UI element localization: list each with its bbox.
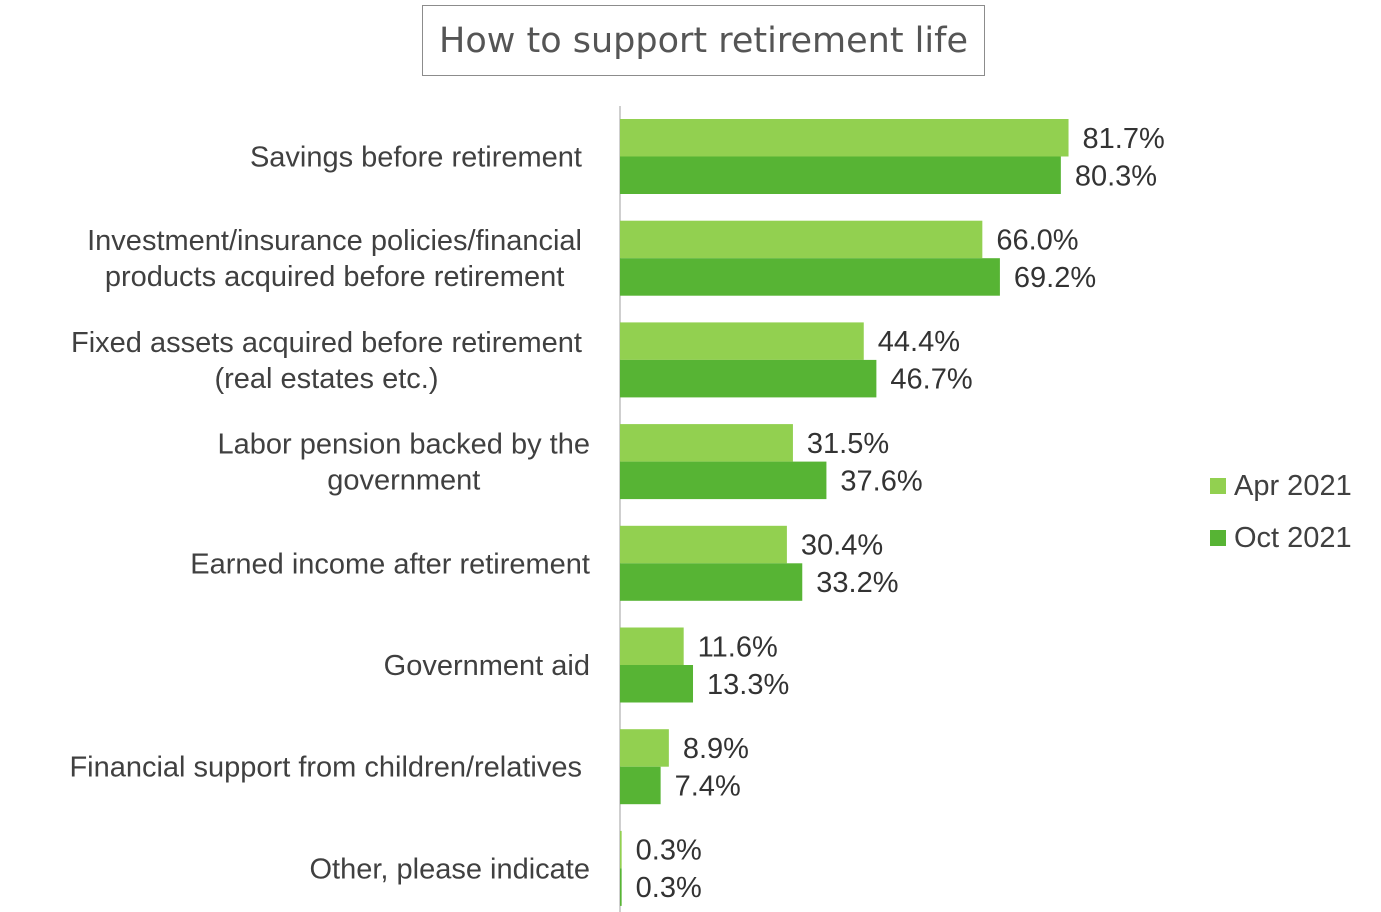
category-label-1-line-0: Investment/insurance policies/financial <box>87 225 582 257</box>
bar-oct-2021-3 <box>620 462 826 500</box>
bar-apr-2021-0 <box>620 119 1069 157</box>
value-label-oct-2021-3: 37.6% <box>840 465 922 497</box>
bar-oct-2021-6 <box>620 767 661 805</box>
category-label-4-line-0: Earned income after retirement <box>190 548 590 580</box>
category-label-7-line-0: Other, please indicate <box>309 853 590 885</box>
legend-label-apr-2021: Apr 2021 <box>1234 470 1352 503</box>
category-label-1-line-1: products acquired before retirement <box>105 261 564 293</box>
bar-apr-2021-6 <box>620 729 669 767</box>
value-label-oct-2021-1: 69.2% <box>1014 262 1096 294</box>
value-label-apr-2021-7: 0.3% <box>636 835 702 867</box>
category-label-0-line-0: Savings before retirement <box>250 142 582 174</box>
value-label-oct-2021-0: 80.3% <box>1075 160 1157 192</box>
bar-oct-2021-4 <box>620 563 802 601</box>
bar-apr-2021-3 <box>620 424 793 462</box>
category-label-2-line-0: Fixed assets acquired before retirement <box>71 327 582 359</box>
legend-swatch-apr-2021 <box>1210 478 1226 494</box>
value-label-oct-2021-4: 33.2% <box>816 567 898 599</box>
value-label-apr-2021-4: 30.4% <box>801 530 883 562</box>
bar-oct-2021-1 <box>620 258 1000 296</box>
bar-apr-2021-2 <box>620 322 864 360</box>
value-label-apr-2021-3: 31.5% <box>807 428 889 460</box>
value-label-apr-2021-6: 8.9% <box>683 733 749 765</box>
bar-oct-2021-0 <box>620 157 1061 195</box>
category-label-6-line-0: Financial support from children/relative… <box>69 752 582 784</box>
value-label-apr-2021-1: 66.0% <box>996 224 1078 256</box>
value-label-oct-2021-6: 7.4% <box>675 770 741 802</box>
value-label-oct-2021-5: 13.3% <box>707 669 789 701</box>
legend-label-oct-2021: Oct 2021 <box>1234 522 1352 555</box>
bar-oct-2021-5 <box>620 665 693 703</box>
bar-apr-2021-4 <box>620 526 787 564</box>
category-label-3-line-0: Labor pension backed by the <box>218 429 590 461</box>
bar-oct-2021-2 <box>620 360 876 398</box>
legend-item-apr-2021: Apr 2021 <box>1210 468 1352 504</box>
legend-item-oct-2021: Oct 2021 <box>1210 520 1352 556</box>
legend: Apr 2021 Oct 2021 <box>1210 468 1352 572</box>
value-label-oct-2021-2: 46.7% <box>890 364 972 396</box>
value-label-oct-2021-7: 0.3% <box>636 872 702 904</box>
value-label-apr-2021-5: 11.6% <box>698 631 778 663</box>
value-label-apr-2021-2: 44.4% <box>878 326 960 358</box>
bar-oct-2021-7 <box>620 868 622 906</box>
value-label-apr-2021-0: 81.7% <box>1083 123 1165 155</box>
bar-apr-2021-5 <box>620 628 684 666</box>
category-label-5-line-0: Government aid <box>384 650 590 682</box>
category-label-3-line-1: government <box>327 465 480 497</box>
legend-swatch-oct-2021 <box>1210 530 1226 546</box>
bar-apr-2021-1 <box>620 221 982 259</box>
bar-apr-2021-7 <box>620 831 622 869</box>
category-label-2-line-1: (real estates etc.) <box>214 363 438 395</box>
